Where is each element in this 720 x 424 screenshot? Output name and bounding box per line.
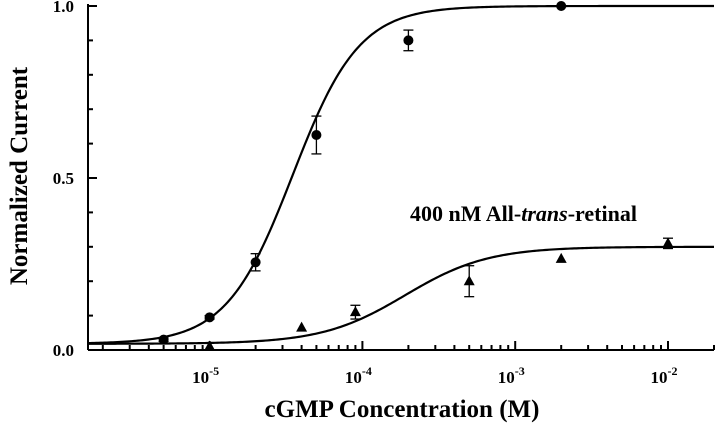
circle-marker bbox=[556, 1, 567, 11]
circle-marker bbox=[403, 35, 414, 46]
triangle-marker bbox=[463, 275, 475, 286]
circle-marker bbox=[311, 130, 322, 140]
triangle-marker bbox=[662, 237, 674, 248]
x-axis-title: cGMP Concentration (M) bbox=[265, 396, 540, 423]
fit-curves bbox=[87, 4, 714, 345]
triangle-marker bbox=[555, 252, 567, 263]
triangle-marker bbox=[204, 340, 216, 351]
y-tick-label: 0.0 bbox=[53, 341, 74, 360]
y-tick-label: 0.5 bbox=[53, 169, 74, 188]
circle-marker bbox=[250, 257, 261, 268]
annotation-label: 400 nM All-trans-retinal bbox=[410, 201, 637, 226]
y-tick-label: 1.0 bbox=[53, 0, 74, 16]
x-tick-label: 10-2 bbox=[651, 364, 678, 387]
axes: 0.0 0.5 1.0 10-5 10-4 10-3 10-2 bbox=[53, 0, 715, 387]
circle-marker bbox=[204, 312, 215, 323]
fit-curve-2 bbox=[88, 245, 714, 345]
x-tick-label: 10-4 bbox=[345, 364, 372, 387]
circle-marker bbox=[158, 334, 169, 345]
data-points bbox=[158, 1, 674, 351]
x-tick-label: 10-5 bbox=[192, 364, 219, 387]
triangle-marker bbox=[349, 306, 361, 317]
x-tick-label: 10-3 bbox=[498, 364, 525, 387]
triangle-marker bbox=[296, 321, 308, 332]
fit-curve-1 bbox=[87, 4, 714, 345]
y-axis-title: Normalized Current bbox=[6, 66, 33, 285]
